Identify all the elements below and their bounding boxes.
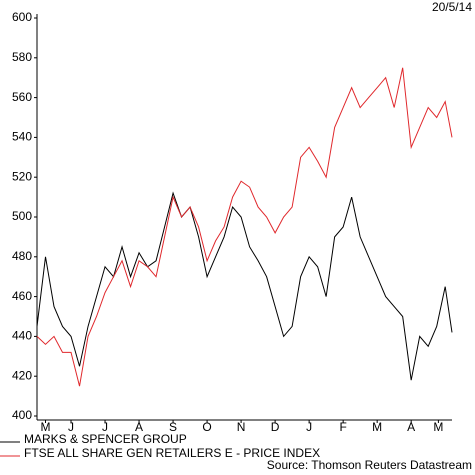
y-tick-label: 460 (12, 289, 32, 303)
y-tick-label: 520 (12, 169, 32, 183)
x-tick-label: M (41, 420, 51, 434)
x-tick-label: N (237, 420, 246, 434)
y-tick-label: 480 (12, 249, 32, 263)
x-tick-label: O (202, 420, 211, 434)
series-line (36, 191, 453, 381)
x-tick-label: D (271, 420, 280, 434)
y-tick-label: 420 (12, 368, 32, 382)
source-label: Source: Thomson Reuters Datastream (267, 458, 472, 472)
y-tick-label: 560 (12, 90, 32, 104)
y-tick-label: 500 (12, 209, 32, 223)
x-tick-label: F (339, 420, 346, 434)
x-tick-label: J (306, 420, 312, 434)
y-tick-label: 580 (12, 50, 32, 64)
x-tick-label: J (102, 420, 108, 434)
x-tick-label: A (135, 420, 143, 434)
x-tick-label: J (68, 420, 74, 434)
series-line (36, 67, 453, 387)
y-tick-label: 400 (12, 408, 32, 422)
legend-label: MARKS & SPENCER GROUP (24, 432, 187, 446)
y-tick-label: 540 (12, 130, 32, 144)
x-tick-label: M (372, 420, 382, 434)
y-tick-label: 440 (12, 329, 32, 343)
x-tick-label: A (407, 420, 415, 434)
date-label: 20/5/14 (432, 0, 472, 14)
x-tick-label: M (433, 420, 443, 434)
y-tick-label: 600 (12, 10, 32, 24)
legend-label: FTSE ALL SHARE GEN RETAILERS E - PRICE I… (24, 446, 320, 460)
x-tick-label: S (169, 420, 177, 434)
